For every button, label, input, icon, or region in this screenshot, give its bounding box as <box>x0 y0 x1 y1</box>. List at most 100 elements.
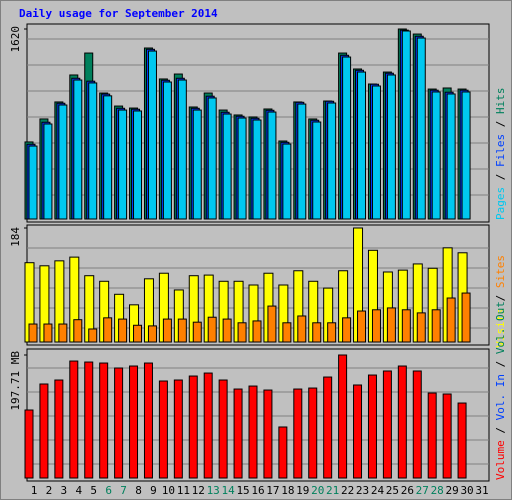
bar <box>357 310 367 343</box>
bar <box>263 389 273 479</box>
bar <box>327 322 337 343</box>
bar <box>312 322 322 343</box>
bar <box>28 145 38 220</box>
bar <box>143 362 153 479</box>
legend-entry: Visits <box>494 308 507 348</box>
x-tick-label: 12 <box>192 484 205 497</box>
bar <box>308 387 318 479</box>
bar <box>177 79 187 220</box>
x-tick-label: 2 <box>46 484 53 497</box>
bar <box>386 74 396 220</box>
bar <box>327 102 337 220</box>
x-tick-label: 20 <box>311 484 324 497</box>
x-tick-label: 7 <box>120 484 127 497</box>
bar <box>412 370 422 479</box>
x-tick-label: 21 <box>326 484 339 497</box>
bar <box>99 362 109 479</box>
legend-separator: / <box>494 420 507 440</box>
legend-entry: Pages <box>494 187 507 220</box>
x-tick-label: 8 <box>135 484 142 497</box>
bar <box>233 388 243 479</box>
legend-entry: Vol. Out <box>494 301 507 354</box>
bar <box>252 119 262 220</box>
y-tick-label: 197.71 MB <box>9 351 22 411</box>
bar <box>222 113 232 220</box>
y-tick-label: 1620 <box>9 26 22 53</box>
bar <box>188 375 198 479</box>
bar <box>278 426 288 479</box>
bar <box>427 392 437 479</box>
bar <box>367 374 377 479</box>
x-tick-label: 17 <box>266 484 279 497</box>
x-tick-label: 24 <box>371 484 385 497</box>
bar <box>118 318 128 343</box>
x-tick-label: 18 <box>281 484 294 497</box>
legend-entry: Sites <box>494 255 507 288</box>
bar <box>147 50 157 220</box>
bar <box>192 321 202 343</box>
bar <box>252 320 262 343</box>
bar <box>248 385 258 479</box>
bar <box>192 109 202 220</box>
x-tick-label: 4 <box>75 484 82 497</box>
bar <box>353 384 363 479</box>
x-tick-label: 15 <box>236 484 249 497</box>
bar <box>461 292 471 343</box>
legend-entry: Vol. In <box>494 374 507 420</box>
bar <box>342 317 352 343</box>
y-tick-label: 184 <box>9 227 22 247</box>
chart-title: Daily usage for September 2014 <box>19 7 218 20</box>
legend: Pages / Files / Hits <box>494 88 507 221</box>
x-tick-label: 9 <box>150 484 157 497</box>
bar <box>457 402 467 479</box>
bar <box>24 409 34 479</box>
bar <box>43 123 53 220</box>
bar <box>54 379 64 479</box>
bar <box>58 104 68 220</box>
x-tick-label: 14 <box>222 484 236 497</box>
bar <box>431 309 441 343</box>
bar <box>401 30 411 220</box>
bar <box>416 37 426 220</box>
legend-separator: / <box>494 288 507 308</box>
bar <box>147 325 157 343</box>
bar <box>43 323 53 343</box>
bar <box>133 324 143 343</box>
x-tick-label: 1 <box>31 484 38 497</box>
x-tick-label: 11 <box>177 484 190 497</box>
bar <box>397 365 407 479</box>
bar <box>382 370 392 479</box>
bar <box>442 393 452 479</box>
bar <box>357 71 367 220</box>
bar <box>342 56 352 220</box>
x-tick-label: 29 <box>446 484 459 497</box>
x-tick-label: 3 <box>61 484 68 497</box>
x-tick-label: 27 <box>416 484 429 497</box>
bar <box>58 323 68 343</box>
bar <box>222 318 232 343</box>
bar <box>267 111 277 220</box>
bar <box>293 388 303 479</box>
bar <box>103 95 113 220</box>
x-tick-label: 23 <box>356 484 369 497</box>
bar <box>162 318 172 343</box>
bar <box>84 361 94 479</box>
bar <box>103 317 113 343</box>
x-tick-label: 19 <box>296 484 309 497</box>
bar <box>162 81 172 220</box>
bar <box>297 315 307 343</box>
bar <box>203 372 213 479</box>
bar <box>28 323 38 343</box>
bar <box>323 376 333 479</box>
bar <box>267 305 277 343</box>
bar <box>237 117 247 220</box>
x-tick-label: 6 <box>105 484 112 497</box>
bar <box>416 312 426 343</box>
bar <box>88 82 98 220</box>
x-tick-label: 31 <box>475 484 488 497</box>
bar <box>401 309 411 343</box>
bar <box>282 143 292 220</box>
bar <box>129 365 139 479</box>
bar <box>207 316 217 343</box>
bar <box>312 121 322 220</box>
